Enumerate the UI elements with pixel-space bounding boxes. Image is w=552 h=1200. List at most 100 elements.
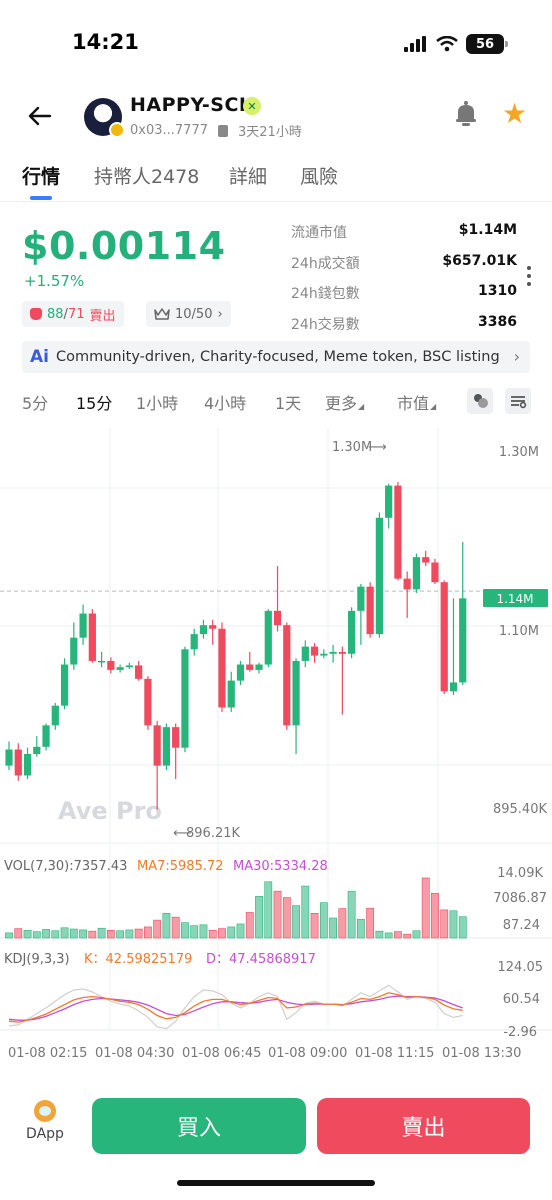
candle-body bbox=[172, 727, 180, 748]
volume-ma30-label: MA30:5334.28 bbox=[233, 859, 328, 874]
chart-settings-button[interactable] bbox=[505, 388, 531, 414]
current-price-badge bbox=[483, 589, 548, 607]
kdj-label: KDJ(9,3,3) bbox=[4, 952, 70, 967]
candle-body bbox=[357, 586, 365, 611]
candle-body bbox=[125, 665, 133, 668]
interval-1d[interactable]: 1天 bbox=[275, 394, 302, 413]
bsc-chain-icon bbox=[109, 122, 125, 138]
status-bar: 14:21 56 bbox=[0, 0, 552, 80]
buy-sell-separator: / bbox=[63, 306, 68, 322]
favorite-star-icon[interactable]: ★ bbox=[502, 97, 528, 130]
tab-holders[interactable]: 持幣人2478 bbox=[94, 166, 200, 188]
indicator-tool-button[interactable] bbox=[467, 388, 493, 414]
caret-down-icon: ◢ bbox=[430, 402, 437, 411]
interval-15m[interactable]: 15分 bbox=[76, 394, 113, 413]
pancake-bunny-icon bbox=[34, 1100, 56, 1122]
alert-button[interactable] bbox=[452, 100, 482, 130]
volume-bar bbox=[440, 909, 449, 939]
volume-bar bbox=[60, 927, 69, 939]
interval-1h[interactable]: 1小時 bbox=[136, 394, 179, 413]
interval-4h[interactable]: 4小時 bbox=[204, 394, 247, 413]
volume-bar bbox=[356, 918, 365, 939]
candle-body bbox=[283, 625, 291, 726]
volume-bar bbox=[273, 890, 282, 939]
tab-market[interactable]: 行情 bbox=[22, 166, 61, 188]
token-address[interactable]: 0x03...7777 bbox=[130, 123, 208, 138]
money-bag-icon bbox=[30, 308, 42, 320]
buy-sell-chip[interactable]: 88/71 賣出 bbox=[22, 301, 124, 327]
candle-body bbox=[375, 517, 383, 635]
sell-button[interactable]: 賣出 bbox=[317, 1098, 530, 1154]
volume-bar bbox=[292, 905, 300, 939]
max-price-arrow: ⟶ bbox=[368, 440, 387, 455]
indicator-icon bbox=[474, 394, 488, 408]
kdj-d-label: D：47.45868917 bbox=[206, 952, 316, 967]
candle-body bbox=[366, 586, 374, 635]
tab-risk[interactable]: 風險 bbox=[300, 166, 339, 188]
candle-body bbox=[209, 625, 217, 629]
volume-bar bbox=[245, 912, 254, 939]
price-change: +1.57% bbox=[24, 272, 85, 290]
stat-label: 流通市值 bbox=[291, 225, 347, 241]
arrow-left-icon bbox=[28, 106, 52, 126]
x-tick-label: 01-08 06:45 bbox=[182, 1046, 261, 1061]
volume-bar bbox=[347, 890, 356, 939]
interval-5m[interactable]: 5分 bbox=[22, 394, 49, 413]
watermark-text: Ave Pro bbox=[58, 797, 162, 825]
price-chart[interactable]: Ave Pro 1.30M 1.10M 895.40K 1.30M ⟶ ⟵ 89… bbox=[0, 428, 552, 1068]
kdj-d-line bbox=[8, 995, 463, 1021]
more-options-icon[interactable] bbox=[524, 266, 534, 286]
x-tick-label: 01-08 09:00 bbox=[268, 1046, 347, 1061]
volume-bar bbox=[310, 913, 319, 939]
candle-body bbox=[459, 598, 467, 683]
volume-bar bbox=[338, 908, 347, 939]
status-time: 14:21 bbox=[72, 30, 139, 54]
volume-bar bbox=[458, 916, 467, 939]
candle-body bbox=[301, 646, 309, 661]
volume-bar bbox=[412, 930, 421, 939]
candle-body bbox=[79, 613, 87, 638]
volume-bar bbox=[32, 931, 41, 939]
marketcap-dropdown[interactable]: 市值◢ bbox=[397, 390, 436, 414]
dapp-button[interactable]: DApp bbox=[18, 1100, 72, 1142]
current-price: $0.00114 bbox=[22, 224, 226, 268]
buy-button[interactable]: 買入 bbox=[92, 1098, 306, 1154]
candle-body bbox=[246, 664, 254, 670]
candle-body bbox=[116, 667, 124, 670]
rank-chip[interactable]: 10/50 › bbox=[146, 301, 231, 327]
y-tick-label: 1.10M bbox=[499, 624, 539, 639]
token-name: HAPPY-SCI bbox=[130, 94, 247, 116]
kdj-tick-label: -2.96 bbox=[503, 1025, 537, 1040]
stat-value: $1.14M bbox=[458, 222, 517, 238]
candle-body bbox=[5, 749, 13, 766]
ai-icon: Ai bbox=[30, 347, 49, 367]
token-avatar bbox=[84, 98, 125, 138]
back-button[interactable] bbox=[24, 100, 56, 132]
candle-body bbox=[33, 746, 41, 754]
volume-tick-label: 87.24 bbox=[503, 918, 540, 933]
volume-bar bbox=[218, 928, 226, 939]
tab-bar: 行情 持幣人2478 詳細 風險 bbox=[0, 158, 552, 202]
copy-icon[interactable] bbox=[218, 124, 228, 137]
marketcap-label: 市值 bbox=[397, 394, 430, 413]
volume-bar bbox=[449, 910, 458, 939]
interval-more-dropdown[interactable]: 更多◢ bbox=[325, 390, 364, 414]
active-tab-indicator bbox=[30, 196, 52, 200]
candle-body bbox=[449, 682, 458, 692]
candlestick-chart-svg[interactable]: Ave Pro 1.30M 1.10M 895.40K 1.30M ⟶ ⟵ 89… bbox=[0, 428, 552, 1068]
candle-body bbox=[144, 678, 152, 726]
candle-body bbox=[51, 705, 59, 726]
candle-body bbox=[135, 665, 143, 679]
interval-selector: 5分 15分 1小時 4小時 1天 更多◢ 市值◢ bbox=[0, 388, 552, 414]
bottom-action-bar: DApp 買入 賣出 bbox=[0, 1086, 552, 1166]
candle-body bbox=[14, 749, 22, 776]
volume-bar bbox=[199, 924, 208, 939]
candle-body bbox=[431, 562, 439, 583]
tab-details[interactable]: 詳細 bbox=[229, 166, 268, 188]
candle-body bbox=[42, 725, 50, 747]
candle-body bbox=[412, 557, 421, 590]
min-price-label: 896.21K bbox=[186, 826, 240, 841]
volume-bar bbox=[106, 930, 115, 939]
ai-summary-banner[interactable]: Ai Community-driven, Charity-focused, Me… bbox=[22, 341, 530, 373]
candle-body bbox=[153, 725, 161, 766]
